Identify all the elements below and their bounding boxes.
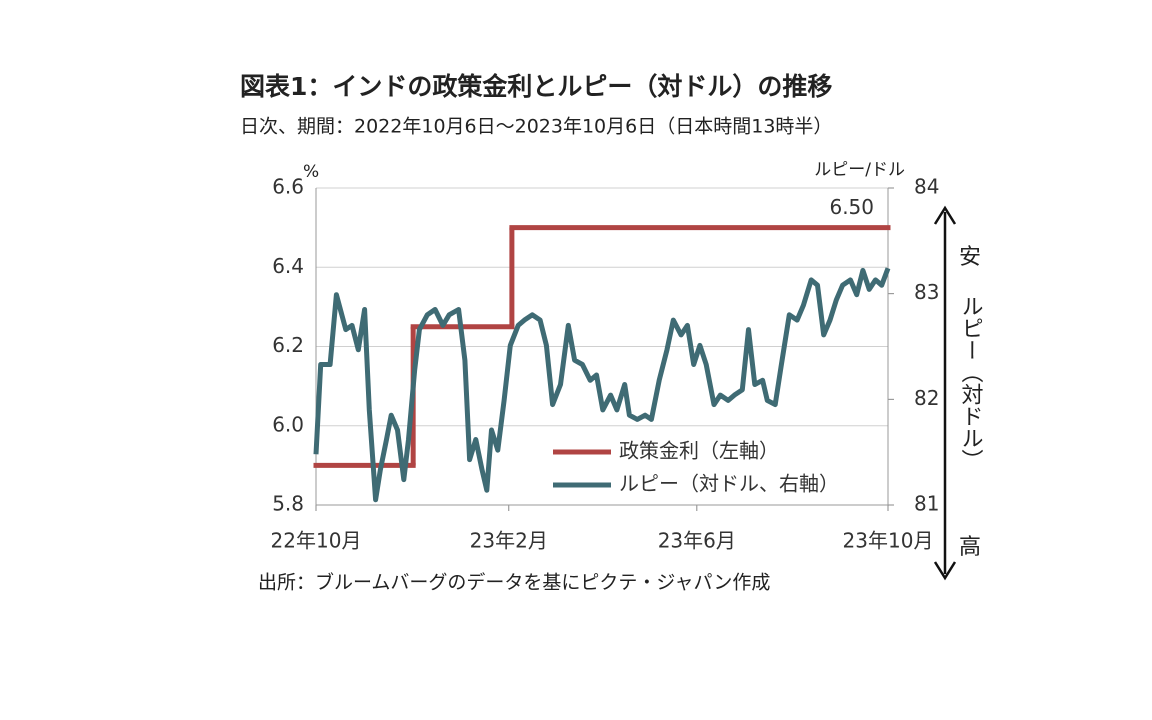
weak-label: 安 bbox=[959, 245, 981, 270]
y-axis-unit: % bbox=[303, 162, 319, 182]
value-label: 6.50 bbox=[829, 195, 874, 219]
y-tick-label: 6.2 bbox=[272, 333, 304, 357]
y-tick-label: 6.0 bbox=[272, 412, 304, 436]
legend-label: ルピー（対ドル、右軸） bbox=[619, 472, 839, 496]
x-tick-label: 23年10月 bbox=[843, 529, 934, 553]
y2-tick-label: 84 bbox=[914, 175, 939, 199]
series-line bbox=[313, 267, 891, 503]
y-tick-label: 6.6 bbox=[272, 175, 304, 199]
y-tick-label: 6.4 bbox=[272, 254, 304, 278]
y2-axis-unit: ルピー/ドル bbox=[814, 160, 905, 180]
arrow-heads bbox=[933, 205, 957, 581]
x-tick-label: 23年2月 bbox=[470, 529, 548, 553]
y2-tick-label: 81 bbox=[914, 492, 939, 516]
legend-label: 政策金利（左軸） bbox=[619, 439, 779, 463]
x-tick-label: 22年10月 bbox=[271, 529, 362, 553]
chart-subtitle: 日次、期間：2022年10月6日～2023年10月6日（日本時間13時半） bbox=[240, 116, 832, 138]
x-tick-label: 23年6月 bbox=[658, 529, 736, 553]
y2-tick-label: 83 bbox=[914, 280, 939, 304]
y-tick-label: 5.8 bbox=[272, 492, 304, 516]
axis-note: ルピー（対ドル） bbox=[958, 295, 984, 471]
chart-title: 図表1：インドの政策金利とルピー（対ドル）の推移 bbox=[240, 72, 832, 101]
source-note: 出所：ブルームバーグのデータを基にピクテ・ジャパン作成 bbox=[258, 571, 770, 594]
legend-box bbox=[547, 434, 877, 504]
strong-label: 高 bbox=[959, 535, 981, 560]
y2-tick-label: 82 bbox=[914, 386, 939, 410]
